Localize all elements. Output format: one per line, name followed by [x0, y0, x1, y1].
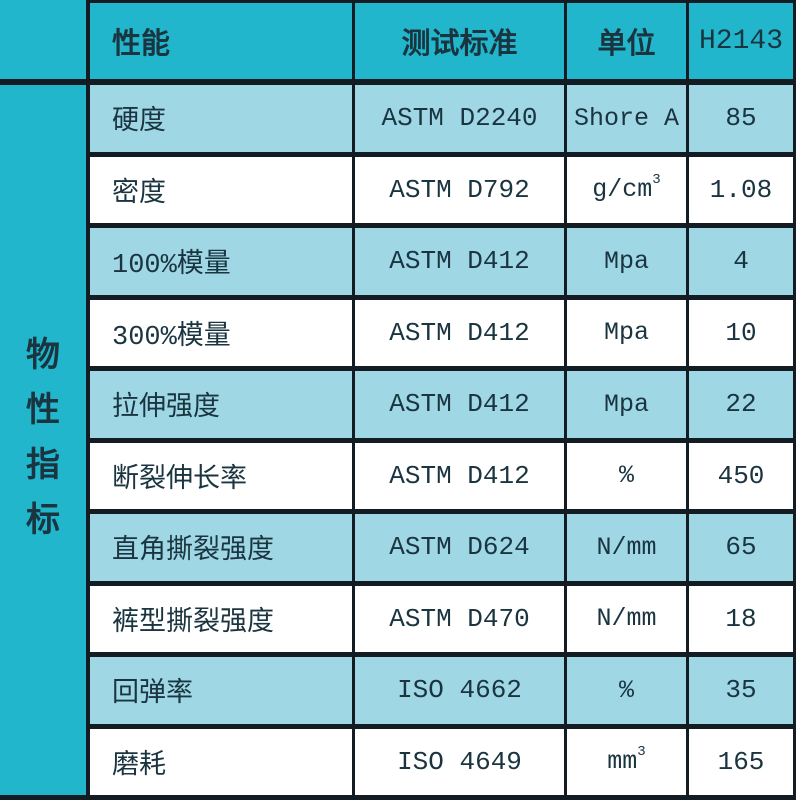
property-cell: 磨耗 [86, 728, 352, 800]
value-label: 1.08 [709, 174, 773, 205]
standard-cell: ASTM D470 [352, 585, 564, 657]
property-label: 拉伸强度 [112, 394, 220, 425]
property-label: 100%模量 [112, 251, 231, 282]
standard-cell: ASTM D792 [352, 156, 564, 228]
side-label-char: 指 [26, 448, 60, 487]
property-cell: 断裂伸长率 [86, 442, 352, 514]
corner-cell [0, 0, 86, 85]
unit-label: g/cm3 [592, 171, 661, 205]
property-label: 磨耗 [112, 751, 166, 782]
header-grade: H2143 [686, 0, 796, 85]
value-label: 10 [725, 317, 757, 348]
property-label: 裤型撕裂强度 [112, 608, 274, 639]
value-cell: 4 [686, 228, 796, 300]
property-cell: 100%模量 [86, 228, 352, 300]
unit-label: N/mm [596, 604, 657, 634]
value-label: 4 [733, 246, 749, 277]
unit-label: mm3 [607, 743, 646, 777]
standard-label: ISO 4662 [397, 675, 522, 706]
side-label-char: 性 [26, 393, 60, 432]
value-label: 35 [725, 675, 757, 706]
unit-cell: Shore A [564, 85, 686, 157]
value-cell: 35 [686, 657, 796, 729]
unit-superscript: 3 [652, 171, 661, 188]
standard-label: ASTM D792 [389, 174, 530, 205]
standard-cell: ISO 4649 [352, 728, 564, 800]
standard-cell: ASTM D2240 [352, 85, 564, 157]
value-label: 22 [725, 389, 757, 420]
value-cell: 65 [686, 514, 796, 586]
property-cell: 直角撕裂强度 [86, 514, 352, 586]
unit-label: % [618, 461, 634, 491]
standard-cell: ASTM D412 [352, 371, 564, 443]
header-unit: 单位 [564, 0, 686, 85]
unit-label: Mpa [603, 389, 649, 419]
property-cell: 密度 [86, 156, 352, 228]
property-label: 300%模量 [112, 322, 231, 353]
standard-label: ASTM D412 [389, 389, 530, 420]
value-label: 450 [717, 460, 765, 491]
value-cell: 10 [686, 299, 796, 371]
standard-cell: ASTM D412 [352, 299, 564, 371]
value-cell: 1.08 [686, 156, 796, 228]
property-label: 硬度 [112, 108, 166, 139]
property-cell: 裤型撕裂强度 [86, 585, 352, 657]
unit-label: Mpa [603, 246, 649, 276]
unit-label: N/mm [596, 532, 657, 562]
unit-cell: Mpa [564, 371, 686, 443]
unit-label: % [618, 675, 634, 705]
value-label: 65 [725, 532, 757, 563]
unit-cell: g/cm3 [564, 156, 686, 228]
value-cell: 85 [686, 85, 796, 157]
value-cell: 165 [686, 728, 796, 800]
standard-label: ISO 4649 [397, 746, 522, 777]
unit-label: Shore A [573, 103, 680, 133]
value-cell: 22 [686, 371, 796, 443]
header-property: 性能 [86, 0, 352, 85]
property-label: 回弹率 [112, 680, 193, 711]
property-cell: 回弹率 [86, 657, 352, 729]
standard-cell: ASTM D412 [352, 442, 564, 514]
property-cell: 硬度 [86, 85, 352, 157]
side-label: 物性指标 [0, 85, 86, 800]
standard-cell: ASTM D412 [352, 228, 564, 300]
unit-cell: % [564, 442, 686, 514]
standard-label: ASTM D412 [389, 460, 530, 491]
unit-cell: Mpa [564, 299, 686, 371]
value-label: 18 [725, 603, 757, 634]
value-label: 165 [717, 746, 765, 777]
value-label: 85 [725, 103, 757, 134]
property-cell: 300%模量 [86, 299, 352, 371]
standard-label: ASTM D412 [389, 246, 530, 277]
property-label: 密度 [112, 179, 166, 210]
value-cell: 450 [686, 442, 796, 514]
header-test-standard: 测试标准 [352, 0, 564, 85]
unit-cell: % [564, 657, 686, 729]
standard-cell: ASTM D624 [352, 514, 564, 586]
standard-label: ASTM D470 [389, 603, 530, 634]
unit-cell: N/mm [564, 514, 686, 586]
standard-label: ASTM D2240 [381, 103, 538, 134]
standard-label: ASTM D624 [389, 532, 530, 563]
value-cell: 18 [686, 585, 796, 657]
unit-superscript: 3 [637, 743, 646, 760]
property-label: 断裂伸长率 [112, 465, 247, 496]
side-label-char: 标 [26, 503, 60, 542]
unit-cell: N/mm [564, 585, 686, 657]
unit-cell: mm3 [564, 728, 686, 800]
standard-label: ASTM D412 [389, 317, 530, 348]
side-label-char: 物 [26, 338, 60, 377]
property-cell: 拉伸强度 [86, 371, 352, 443]
unit-cell: Mpa [564, 228, 686, 300]
property-label: 直角撕裂强度 [112, 537, 274, 568]
unit-label: Mpa [603, 318, 649, 348]
standard-cell: ISO 4662 [352, 657, 564, 729]
